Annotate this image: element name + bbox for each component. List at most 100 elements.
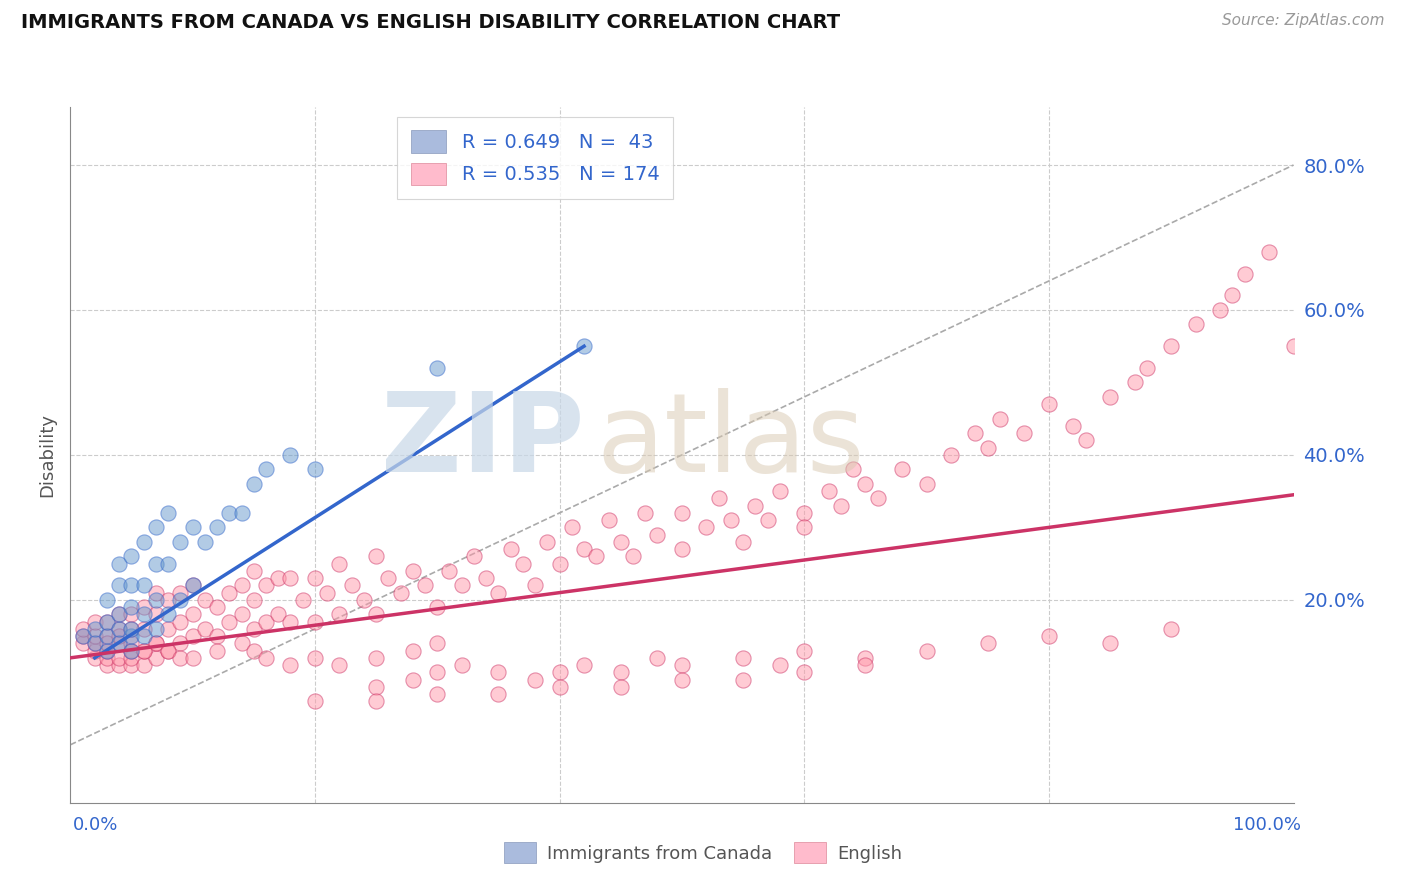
Point	[169, 592, 191, 607]
Point	[1184, 318, 1206, 332]
Point	[267, 607, 290, 622]
Point	[939, 448, 962, 462]
Point	[316, 585, 339, 599]
Point	[855, 651, 877, 665]
Point	[793, 506, 815, 520]
Point	[96, 651, 118, 665]
Point	[1160, 339, 1182, 353]
Y-axis label: Disability: Disability	[38, 413, 56, 497]
Point	[621, 549, 644, 564]
Point	[1062, 419, 1084, 434]
Point	[243, 643, 266, 657]
Legend: R = 0.649   N =  43, R = 0.535   N = 174: R = 0.649 N = 43, R = 0.535 N = 174	[398, 117, 673, 199]
Point	[72, 629, 94, 643]
Point	[488, 665, 510, 680]
Point	[181, 578, 204, 592]
Point	[145, 636, 167, 650]
Point	[830, 499, 852, 513]
Point	[817, 484, 839, 499]
Point	[988, 411, 1011, 425]
Point	[402, 673, 425, 687]
Point	[108, 636, 131, 650]
Point	[793, 665, 815, 680]
Point	[218, 585, 240, 599]
Legend: Immigrants from Canada, English: Immigrants from Canada, English	[494, 831, 912, 874]
Point	[157, 557, 180, 571]
Point	[488, 585, 510, 599]
Point	[328, 557, 350, 571]
Point	[855, 658, 877, 673]
Point	[169, 636, 191, 650]
Point	[463, 549, 485, 564]
Point	[121, 578, 143, 592]
Point	[194, 592, 217, 607]
Point	[96, 643, 118, 657]
Point	[488, 687, 510, 701]
Point	[976, 636, 998, 650]
Point	[231, 578, 253, 592]
Point	[169, 534, 191, 549]
Point	[426, 361, 449, 376]
Point	[280, 658, 302, 673]
Point	[132, 622, 155, 636]
Point	[181, 578, 204, 592]
Point	[733, 651, 755, 665]
Point	[181, 629, 204, 643]
Point	[328, 658, 350, 673]
Point	[132, 629, 155, 643]
Point	[83, 622, 105, 636]
Point	[695, 520, 717, 534]
Point	[366, 680, 388, 694]
Point	[108, 651, 131, 665]
Point	[231, 607, 253, 622]
Point	[793, 520, 815, 534]
Point	[328, 607, 350, 622]
Point	[585, 549, 607, 564]
Point	[218, 615, 240, 629]
Point	[720, 513, 742, 527]
Point	[83, 636, 105, 650]
Point	[413, 578, 436, 592]
Point	[231, 636, 253, 650]
Point	[145, 520, 167, 534]
Point	[157, 643, 180, 657]
Point	[96, 658, 118, 673]
Point	[83, 651, 105, 665]
Point	[108, 636, 131, 650]
Point	[389, 585, 412, 599]
Point	[1220, 288, 1243, 302]
Point	[121, 607, 143, 622]
Point	[426, 665, 449, 680]
Point	[450, 578, 472, 592]
Point	[426, 600, 449, 615]
Point	[218, 506, 240, 520]
Text: atlas: atlas	[596, 387, 865, 494]
Point	[855, 476, 877, 491]
Point	[512, 557, 534, 571]
Point	[965, 426, 987, 441]
Point	[304, 571, 326, 585]
Point	[304, 615, 326, 629]
Point	[524, 578, 547, 592]
Point	[96, 629, 118, 643]
Point	[572, 658, 595, 673]
Point	[304, 651, 326, 665]
Point	[366, 607, 388, 622]
Point	[243, 622, 266, 636]
Point	[561, 520, 583, 534]
Point	[121, 643, 143, 657]
Point	[548, 665, 571, 680]
Point	[96, 615, 118, 629]
Point	[439, 564, 461, 578]
Point	[610, 680, 633, 694]
Point	[756, 513, 779, 527]
Point	[1258, 244, 1281, 259]
Point	[145, 636, 167, 650]
Point	[72, 629, 94, 643]
Point	[402, 643, 425, 657]
Point	[1099, 636, 1122, 650]
Point	[121, 629, 143, 643]
Point	[205, 629, 228, 643]
Point	[157, 607, 180, 622]
Point	[426, 687, 449, 701]
